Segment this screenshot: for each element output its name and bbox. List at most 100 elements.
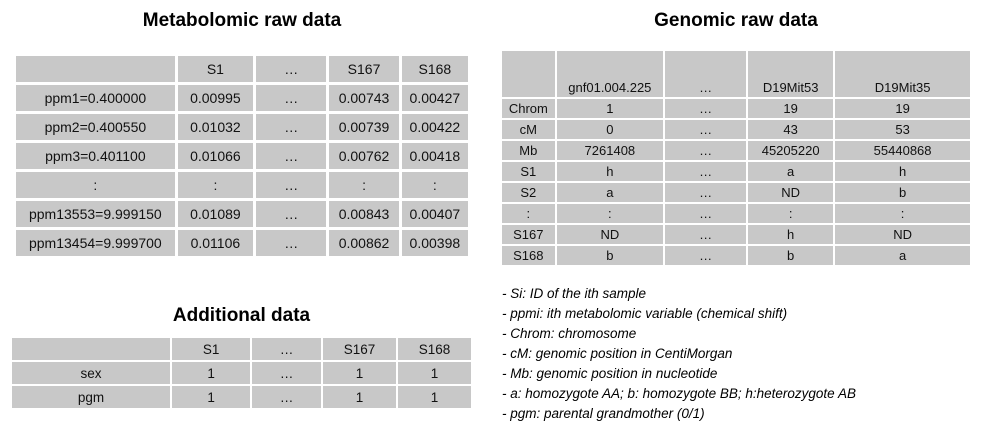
row-label-cell: sex bbox=[12, 362, 171, 384]
table-cell: 1 bbox=[556, 99, 664, 118]
table-cell: 1 bbox=[398, 386, 471, 408]
table-cell: ND bbox=[556, 225, 664, 244]
table-cell: 0.00739 bbox=[329, 114, 399, 140]
table-row: pgm 1… 1 1 bbox=[12, 386, 471, 408]
table-cell: a bbox=[556, 183, 664, 202]
row-label-cell: S1 bbox=[502, 162, 555, 181]
table-cell: S1 bbox=[172, 338, 251, 360]
table-cell: 0.00407 bbox=[401, 201, 468, 227]
table-cell: … bbox=[665, 204, 747, 223]
table-cell: … bbox=[665, 120, 747, 139]
row-label-cell: cM bbox=[502, 120, 555, 139]
table-row: ::…:: bbox=[16, 172, 468, 198]
table-cell: 0.00422 bbox=[401, 114, 468, 140]
table-cell: : bbox=[401, 172, 468, 198]
legend-item-genotype: - a: homozygote AA; b: homozygote BB; h:… bbox=[502, 386, 856, 401]
additional-title: Additional data bbox=[172, 305, 311, 326]
table-cell: h bbox=[556, 162, 664, 181]
table-cell: 0.00843 bbox=[329, 201, 399, 227]
table-row: Chrom 1… 19 19 bbox=[502, 99, 970, 118]
table-cell: 1 bbox=[172, 362, 251, 384]
table-cell: … bbox=[256, 201, 327, 227]
table-row: Mb 7261408… 45205220 55440868 bbox=[502, 141, 970, 160]
table-row: S1 h… a h bbox=[502, 162, 970, 181]
table-cell: D19Mit53 bbox=[748, 51, 834, 97]
table-cell: 0.00995 bbox=[177, 85, 254, 111]
table-cell: gnf01.004.225 bbox=[556, 51, 664, 97]
table-cell: h bbox=[748, 225, 834, 244]
table-header-row: gnf01.004.225… D19Mit53 D19Mit35 bbox=[502, 51, 970, 97]
legend-item-chrom: - Chrom: chromosome bbox=[502, 326, 637, 341]
table-cell: … bbox=[256, 230, 327, 256]
table-cell: … bbox=[256, 85, 327, 111]
table-row: S167 ND… h ND bbox=[502, 225, 970, 244]
table-cell: a bbox=[835, 246, 970, 265]
table-cell: 0.00427 bbox=[401, 85, 468, 111]
table-row: ::…:: bbox=[502, 204, 970, 223]
table-cell: D19Mit35 bbox=[835, 51, 970, 97]
table-cell: … bbox=[252, 338, 322, 360]
legend: - Si: ID of the ith sample - ppmi: ith m… bbox=[502, 284, 856, 424]
table-cell: 0.01106 bbox=[177, 230, 254, 256]
table-header-row: S1… S167 S168 bbox=[16, 56, 468, 82]
legend-item-cm: - cM: genomic position in CentiMorgan bbox=[502, 346, 733, 361]
legend-item-si: - Si: ID of the ith sample bbox=[502, 286, 647, 301]
row-label-cell: ppm3=0.401100 bbox=[16, 143, 175, 169]
table-cell: : bbox=[329, 172, 399, 198]
table-cell: 1 bbox=[398, 362, 471, 384]
row-label-cell bbox=[12, 338, 171, 360]
legend-item-pgm: - pgm: parental grandmother (0/1) bbox=[502, 406, 705, 421]
table-cell: 7261408 bbox=[556, 141, 664, 160]
table-cell: … bbox=[665, 183, 747, 202]
row-label-cell: pgm bbox=[12, 386, 171, 408]
table-cell: … bbox=[665, 246, 747, 265]
row-label-cell: S2 bbox=[502, 183, 555, 202]
table-cell: 0 bbox=[556, 120, 664, 139]
table-cell: … bbox=[665, 51, 747, 97]
legend-item-ppmi: - ppmi: ith metabolomic variable (chemic… bbox=[502, 306, 788, 321]
table-cell: 1 bbox=[323, 362, 396, 384]
row-label-cell: ppm13553=9.999150 bbox=[16, 201, 175, 227]
genomic-table: gnf01.004.225… D19Mit53 D19Mit35 Chrom 1… 19 1… bbox=[500, 49, 972, 267]
table-cell: : bbox=[748, 204, 834, 223]
table-cell: 0.00862 bbox=[329, 230, 399, 256]
table-row: ppm3=0.401100 0.01066… 0.00762 0.00418 bbox=[16, 143, 468, 169]
table-cell: 19 bbox=[748, 99, 834, 118]
row-label-cell: ppm13454=9.999700 bbox=[16, 230, 175, 256]
table-cell: 0.01089 bbox=[177, 201, 254, 227]
row-label-cell bbox=[16, 56, 175, 82]
table-cell: b bbox=[748, 246, 834, 265]
table-cell: ND bbox=[748, 183, 834, 202]
table-cell: … bbox=[252, 362, 322, 384]
row-label-cell: S167 bbox=[502, 225, 555, 244]
row-label-cell: ppm1=0.400000 bbox=[16, 85, 175, 111]
table-cell: : bbox=[556, 204, 664, 223]
table-cell: b bbox=[556, 246, 664, 265]
table-cell: 1 bbox=[172, 386, 251, 408]
table-row: sex 1… 1 1 bbox=[12, 362, 471, 384]
metabolomic-table: S1… S167 S168 ppm1=0.400000 0.00995… 0.00743 0… bbox=[13, 53, 471, 259]
table-cell: ND bbox=[835, 225, 970, 244]
legend-item-mb: - Mb: genomic position in nucleotide bbox=[502, 366, 718, 381]
row-label-cell: Mb bbox=[502, 141, 555, 160]
table-cell: … bbox=[256, 114, 327, 140]
table-cell: … bbox=[665, 162, 747, 181]
table-cell: S1 bbox=[177, 56, 254, 82]
table-cell: … bbox=[256, 143, 327, 169]
row-label-cell: : bbox=[502, 204, 555, 223]
table-cell: S167 bbox=[323, 338, 396, 360]
row-label-cell: S168 bbox=[502, 246, 555, 265]
table-row: S2 a… ND b bbox=[502, 183, 970, 202]
genomic-title: Genomic raw data bbox=[654, 10, 818, 31]
table-cell: 0.00743 bbox=[329, 85, 399, 111]
table-cell: S168 bbox=[401, 56, 468, 82]
table-cell: … bbox=[256, 56, 327, 82]
row-label-cell: Chrom bbox=[502, 99, 555, 118]
table-cell: a bbox=[748, 162, 834, 181]
table-cell: : bbox=[835, 204, 970, 223]
table-header-row: S1… S167 S168 bbox=[12, 338, 471, 360]
table-cell: … bbox=[256, 172, 327, 198]
table-cell: 1 bbox=[323, 386, 396, 408]
table-cell: … bbox=[665, 99, 747, 118]
table-row: ppm2=0.400550 0.01032… 0.00739 0.00422 bbox=[16, 114, 468, 140]
